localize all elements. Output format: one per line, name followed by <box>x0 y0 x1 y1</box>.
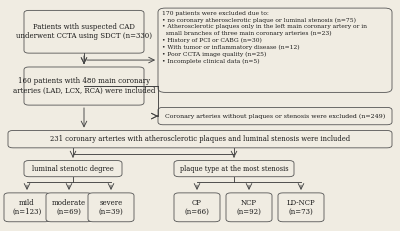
Text: moderate
(n=69): moderate (n=69) <box>52 199 86 216</box>
FancyBboxPatch shape <box>88 193 134 222</box>
Text: 231 coronary arteries with atherosclerotic plaques and luminal stenosis were inc: 231 coronary arteries with atherosclerot… <box>50 135 350 143</box>
FancyBboxPatch shape <box>174 161 294 177</box>
FancyBboxPatch shape <box>46 193 92 222</box>
Text: luminal stenotic degree: luminal stenotic degree <box>32 165 114 173</box>
Text: 170 patients were excluded due to:
• no coronary atherosclerotic plaque or lumin: 170 patients were excluded due to: • no … <box>162 11 367 64</box>
FancyBboxPatch shape <box>8 131 392 148</box>
FancyBboxPatch shape <box>4 193 50 222</box>
FancyBboxPatch shape <box>24 161 122 177</box>
Text: 160 patients with 480 main coronary
arteries (LAD, LCX, RCA) were included: 160 patients with 480 main coronary arte… <box>13 77 155 95</box>
Text: LD-NCP
(n=73): LD-NCP (n=73) <box>287 199 315 216</box>
Text: NCP
(n=92): NCP (n=92) <box>236 199 262 216</box>
Text: severe
(n=39): severe (n=39) <box>99 199 123 216</box>
Text: mild
(n=123): mild (n=123) <box>12 199 42 216</box>
FancyBboxPatch shape <box>226 193 272 222</box>
FancyBboxPatch shape <box>174 193 220 222</box>
FancyBboxPatch shape <box>24 10 144 53</box>
FancyBboxPatch shape <box>158 8 392 92</box>
FancyBboxPatch shape <box>24 67 144 105</box>
FancyBboxPatch shape <box>278 193 324 222</box>
Text: Patients with suspected CAD
underwent CCTA using SDCT (n=330): Patients with suspected CAD underwent CC… <box>16 23 152 40</box>
FancyBboxPatch shape <box>158 107 392 125</box>
Text: CP
(n=66): CP (n=66) <box>184 199 210 216</box>
Text: Coronary arteries without plaques or stenosis were excluded (n=249): Coronary arteries without plaques or ste… <box>165 113 385 119</box>
Text: plaque type at the most stenosis: plaque type at the most stenosis <box>180 165 288 173</box>
